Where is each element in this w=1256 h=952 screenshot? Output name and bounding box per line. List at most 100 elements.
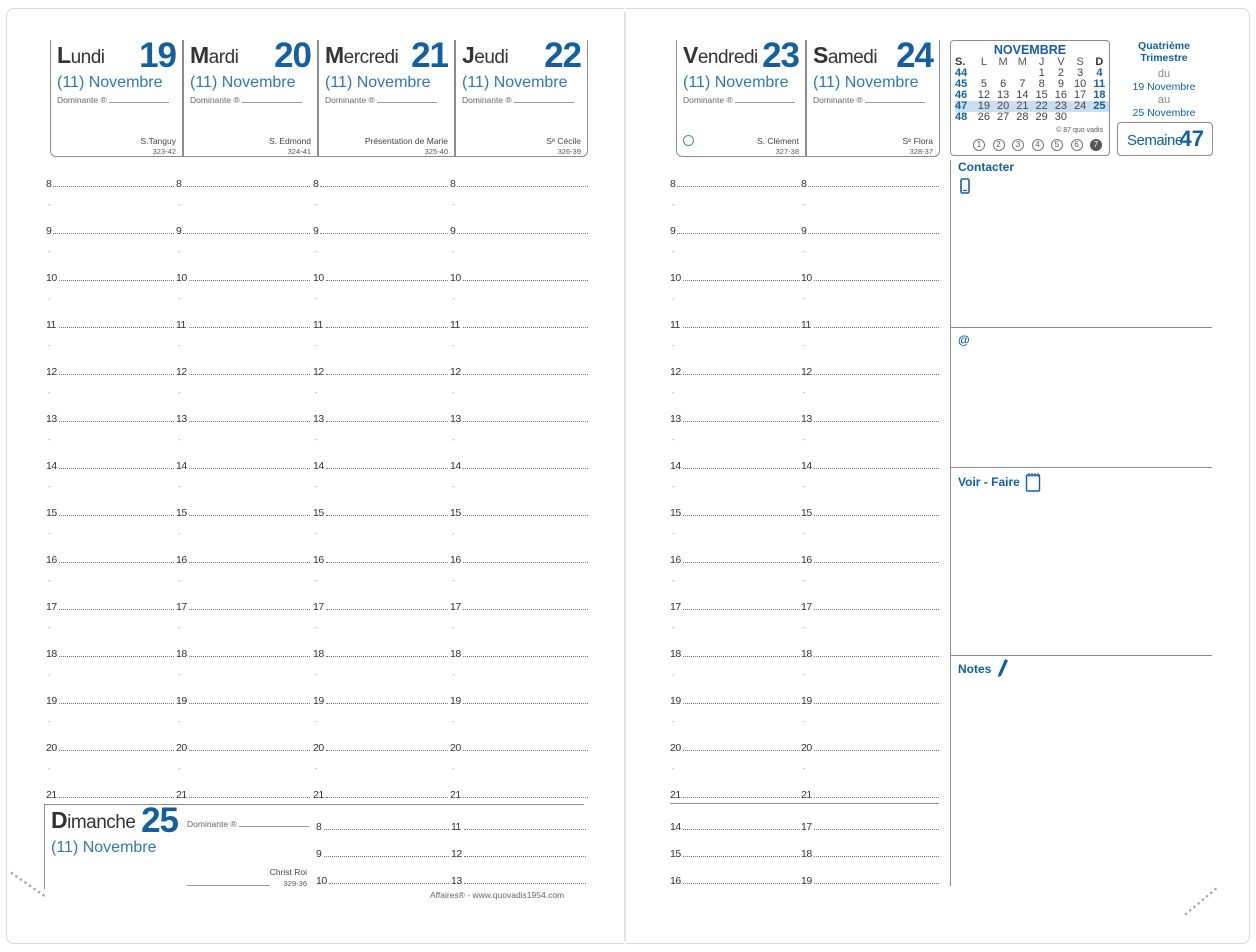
hour-line[interactable]: 19 [670,695,800,707]
hour-line[interactable]: 8 [176,178,310,190]
hour-line[interactable]: 15 [801,507,939,519]
hour-line[interactable]: 9 [801,225,939,237]
hour-line[interactable]: 15 [670,848,800,860]
hour-line[interactable]: 11 [46,319,174,331]
hour-line[interactable]: 15 [46,507,174,519]
hour-line[interactable]: 14 [176,460,310,472]
hour-line[interactable]: 21 [801,789,939,801]
hour-line[interactable]: 16 [670,875,800,887]
hour-line[interactable]: 10 [176,272,310,284]
hour-line[interactable]: 8 [46,178,174,190]
hour-line[interactable]: 18 [801,648,939,660]
hour-line[interactable]: 13 [451,875,586,887]
hour-line[interactable]: 13 [670,413,800,425]
hour-line[interactable]: 9 [46,225,174,237]
hour-line[interactable]: 8 [316,821,449,833]
hour-line[interactable]: 9 [316,848,449,860]
hour-line[interactable]: 17 [46,601,174,613]
hour-line[interactable]: 14 [313,460,448,472]
hour-line[interactable]: 18 [313,648,448,660]
hour-line[interactable]: 16 [670,554,800,566]
hour-line[interactable]: 19 [313,695,448,707]
hour-line[interactable]: 8 [450,178,588,190]
hour-line[interactable]: 11 [451,821,586,833]
hour-line[interactable]: 10 [313,272,448,284]
hour-line[interactable]: 20 [46,742,174,754]
hour-line[interactable]: 11 [313,319,448,331]
hour-line[interactable]: 19 [46,695,174,707]
hour-line[interactable]: 12 [176,366,310,378]
hour-line[interactable]: 12 [46,366,174,378]
hour-line[interactable]: 14 [450,460,588,472]
hour-line[interactable]: 8 [801,178,939,190]
hour-line[interactable]: 12 [313,366,448,378]
hour-line[interactable]: 13 [313,413,448,425]
hour-line[interactable]: 12 [451,848,586,860]
hour-line[interactable]: 19 [450,695,588,707]
hour-line[interactable]: 11 [450,319,588,331]
hour-line[interactable]: 21 [450,789,588,801]
hour-line[interactable]: 10 [450,272,588,284]
hour-line[interactable]: 9 [670,225,800,237]
hour-line[interactable]: 13 [176,413,310,425]
hour-line[interactable]: 17 [801,601,939,613]
hour-line[interactable]: 10 [670,272,800,284]
hour-line[interactable]: 17 [450,601,588,613]
hour-line[interactable]: 14 [670,460,800,472]
hour-line[interactable]: 18 [450,648,588,660]
hour-line[interactable]: 15 [176,507,310,519]
hour-line[interactable]: 20 [313,742,448,754]
hour-line[interactable]: 16 [46,554,174,566]
hour-line[interactable]: 13 [801,413,939,425]
hour-line[interactable]: 11 [670,319,800,331]
hour-line[interactable]: 11 [176,319,310,331]
hour-line[interactable]: 14 [670,821,800,833]
hour-line[interactable]: 13 [46,413,174,425]
email-section[interactable]: @ [950,328,1212,467]
hour-line[interactable]: 8 [313,178,448,190]
hour-line[interactable]: 13 [450,413,588,425]
hour-line[interactable]: 20 [801,742,939,754]
dominante-field[interactable]: Dominante ® [325,95,437,105]
dominante-field[interactable]: Dominante ® [190,95,302,105]
hour-line[interactable]: 12 [450,366,588,378]
hour-line[interactable]: 18 [670,648,800,660]
hour-line[interactable]: 12 [670,366,800,378]
notes-section[interactable]: Notes [950,656,1212,886]
dominante-field[interactable]: Dominante ® [813,95,925,105]
hour-line[interactable]: 9 [450,225,588,237]
dominante-field[interactable]: Dominante ® [462,95,574,105]
hour-line[interactable]: 21 [670,789,800,801]
hour-line[interactable]: 10 [801,272,939,284]
hour-line[interactable]: 16 [313,554,448,566]
hour-line[interactable]: 17 [313,601,448,613]
hour-line[interactable]: 21 [313,789,448,801]
hour-line[interactable]: 21 [176,789,310,801]
hour-line[interactable]: 14 [46,460,174,472]
hour-line[interactable]: 18 [46,648,174,660]
hour-line[interactable]: 18 [801,848,939,860]
hour-line[interactable]: 14 [801,460,939,472]
contacter-section[interactable]: Contacter [950,160,1212,327]
hour-line[interactable]: 11 [801,319,939,331]
hour-line[interactable]: 20 [450,742,588,754]
hour-line[interactable]: 9 [313,225,448,237]
dominante-field[interactable]: Dominante ® [57,95,169,105]
dominante-field[interactable]: Dominante ® [683,95,795,105]
hour-line[interactable]: 10 [316,875,449,887]
hour-line[interactable]: 21 [46,789,174,801]
hour-line[interactable]: 19 [176,695,310,707]
hour-line[interactable]: 17 [670,601,800,613]
hour-line[interactable]: 17 [176,601,310,613]
hour-line[interactable]: 15 [670,507,800,519]
hour-line[interactable]: 18 [176,648,310,660]
hour-line[interactable]: 8 [670,178,800,190]
hour-line[interactable]: 16 [450,554,588,566]
hour-line[interactable]: 15 [313,507,448,519]
hour-line[interactable]: 12 [801,366,939,378]
hour-line[interactable]: 16 [801,554,939,566]
voir-faire-section[interactable]: Voir - Faire [950,468,1212,655]
hour-line[interactable]: 10 [46,272,174,284]
hour-line[interactable]: 15 [450,507,588,519]
hour-line[interactable]: 9 [176,225,310,237]
